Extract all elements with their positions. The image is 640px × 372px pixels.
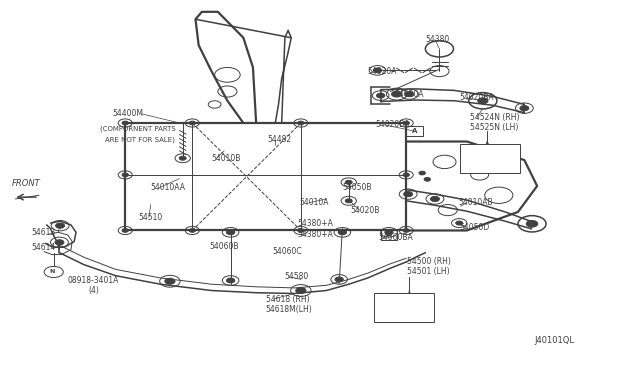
Text: 54580: 54580 — [284, 272, 308, 281]
Circle shape — [424, 177, 431, 181]
Text: ARE NOT FOR SALE): ARE NOT FOR SALE) — [105, 137, 175, 143]
Circle shape — [403, 121, 410, 125]
Circle shape — [55, 240, 64, 245]
Text: 54060B: 54060B — [209, 241, 239, 250]
Circle shape — [385, 230, 393, 235]
Text: 54500 (RH): 54500 (RH) — [407, 257, 451, 266]
Text: 54524N (RH): 54524N (RH) — [470, 113, 520, 122]
Text: 08918-3401A: 08918-3401A — [68, 276, 119, 285]
Text: (40014(RH): (40014(RH) — [376, 306, 417, 312]
Circle shape — [122, 173, 129, 177]
Circle shape — [298, 229, 304, 232]
Text: (COMPORNENT PARTS: (COMPORNENT PARTS — [100, 125, 175, 132]
Text: 54400M: 54400M — [113, 109, 143, 118]
Circle shape — [526, 221, 538, 227]
Circle shape — [335, 277, 343, 282]
Circle shape — [165, 278, 175, 284]
Text: 54482: 54482 — [268, 135, 292, 144]
Circle shape — [346, 180, 352, 184]
Text: 54060BA: 54060BA — [379, 233, 413, 243]
Text: 54510: 54510 — [138, 213, 163, 222]
Circle shape — [431, 196, 440, 202]
FancyBboxPatch shape — [461, 144, 520, 173]
Circle shape — [403, 229, 410, 232]
Circle shape — [404, 192, 413, 197]
Circle shape — [122, 229, 129, 232]
Circle shape — [179, 156, 186, 160]
Text: A: A — [412, 128, 417, 134]
Text: (40015(LH): (40015(LH) — [461, 165, 500, 171]
Circle shape — [376, 93, 385, 98]
Circle shape — [477, 98, 488, 104]
Circle shape — [56, 223, 65, 228]
Text: SEC. 400: SEC. 400 — [381, 295, 415, 304]
Text: 54060C: 54060C — [272, 247, 301, 256]
Circle shape — [392, 91, 402, 97]
Text: 54380: 54380 — [426, 35, 450, 44]
Text: (4): (4) — [89, 286, 100, 295]
Circle shape — [189, 229, 195, 232]
Text: 54020A: 54020A — [367, 67, 397, 76]
Text: 54501 (LH): 54501 (LH) — [407, 267, 449, 276]
Text: 54380+A: 54380+A — [298, 219, 333, 228]
Text: 54020BA: 54020BA — [460, 93, 494, 102]
Text: 54020B: 54020B — [351, 206, 380, 215]
Text: 54618 (RH): 54618 (RH) — [266, 295, 310, 304]
Circle shape — [189, 121, 195, 125]
Circle shape — [227, 278, 235, 283]
Text: (40014(RH): (40014(RH) — [461, 156, 501, 163]
Circle shape — [338, 230, 346, 235]
Text: J40101QL: J40101QL — [534, 336, 574, 345]
Text: 54020A: 54020A — [394, 90, 424, 99]
FancyBboxPatch shape — [374, 294, 434, 323]
Circle shape — [298, 121, 304, 125]
Text: A: A — [387, 232, 392, 238]
Circle shape — [405, 92, 414, 97]
Text: 54010A: 54010A — [300, 198, 329, 207]
Text: N: N — [49, 269, 54, 275]
Circle shape — [403, 173, 410, 177]
Text: 54613: 54613 — [31, 228, 56, 237]
Text: SEC. 400: SEC. 400 — [466, 144, 500, 153]
Circle shape — [456, 221, 463, 225]
Text: 54050B: 54050B — [342, 183, 372, 192]
Text: (40015(LH): (40015(LH) — [376, 315, 416, 322]
Text: 54618M(LH): 54618M(LH) — [265, 305, 312, 314]
Text: 54010AA: 54010AA — [151, 183, 186, 192]
Circle shape — [227, 230, 235, 235]
Text: FRONT: FRONT — [12, 179, 40, 188]
Circle shape — [122, 121, 129, 125]
Text: 54380+A: 54380+A — [298, 230, 333, 239]
Text: 54010AB: 54010AB — [458, 198, 493, 207]
Circle shape — [296, 288, 306, 294]
Circle shape — [520, 106, 529, 111]
Text: 54525N (LH): 54525N (LH) — [470, 123, 518, 132]
Circle shape — [419, 171, 426, 175]
Text: 54020BA: 54020BA — [376, 121, 410, 129]
Circle shape — [346, 199, 352, 203]
Text: 54050D: 54050D — [460, 223, 490, 232]
Circle shape — [373, 68, 381, 73]
Text: 54614: 54614 — [31, 243, 56, 251]
Text: 54010B: 54010B — [211, 154, 241, 163]
